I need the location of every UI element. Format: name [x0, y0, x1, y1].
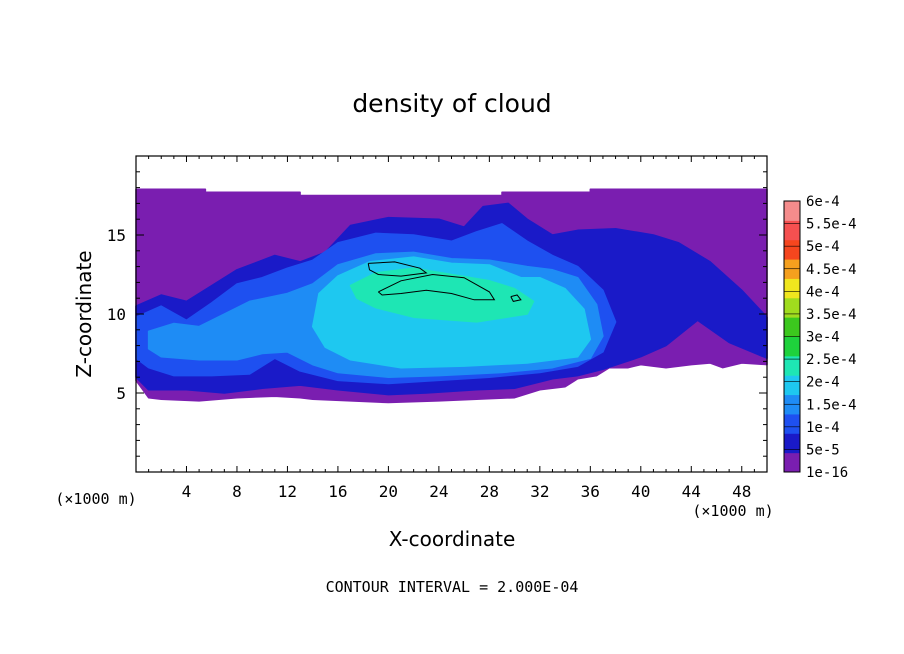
x-tick-label: 40 [631, 482, 650, 501]
colorbar-label: 1e-16 [806, 465, 848, 481]
x-tick-label: 24 [429, 482, 448, 501]
x-tick-label: 4 [182, 482, 192, 501]
colorbar-label: 4e-4 [806, 284, 840, 300]
y-tick-label: 10 [107, 305, 126, 324]
colorbar-swatch [784, 413, 800, 434]
contour-lines [367, 261, 522, 302]
x-tick-label: 48 [732, 482, 751, 501]
colorbar-label: 3e-4 [806, 330, 840, 346]
colorbar-swatch [784, 433, 800, 454]
colorbar-label: 1.5e-4 [806, 397, 857, 413]
x-unit-label-right: (×1000 m) [692, 502, 773, 520]
x-tick-label: 16 [328, 482, 347, 501]
x-tick-label: 12 [278, 482, 297, 501]
colorbar-swatch [784, 355, 800, 376]
colorbar: 1e-16 5e-5 1e-4 1.5e-4 2e-4 2.5e-4 3e-4 3.5e-4 4… [783, 194, 857, 481]
chart-title: density of cloud [352, 89, 551, 118]
colorbar-swatch [784, 297, 800, 318]
contour-line-2 [377, 273, 496, 301]
colorbar-swatch [784, 375, 800, 396]
colorbar-label: 2.5e-4 [806, 352, 857, 368]
y-tick-label: 5 [116, 384, 126, 403]
contour-line-3 [510, 294, 522, 302]
colorbar-label: 5e-4 [806, 239, 840, 255]
colorbar-swatch [784, 336, 800, 357]
x-tick-label: 28 [480, 482, 499, 501]
colorbar-label: 2e-4 [806, 375, 840, 391]
x-axis-label: X-coordinate [389, 527, 516, 551]
x-tick-label: 32 [530, 482, 549, 501]
contour-interval-footer: CONTOUR INTERVAL = 2.000E-04 [326, 578, 579, 596]
colorbar-swatch [784, 220, 800, 241]
colorbar-label: 5e-5 [806, 442, 840, 458]
colorbar-swatch [784, 201, 800, 221]
colorbar-label: 6e-4 [806, 194, 840, 210]
density-regions [135, 188, 768, 404]
y-axis-ticks: 5 10 15 [107, 171, 767, 457]
colorbar-swatch [784, 239, 800, 260]
colorbar-label: 4.5e-4 [806, 262, 857, 278]
contour-line-1 [367, 261, 428, 277]
x-tick-label: 44 [682, 482, 701, 501]
colorbar-swatch [784, 317, 800, 337]
colorbar-swatch [784, 278, 800, 299]
x-tick-label: 20 [379, 482, 398, 501]
colorbar-label: 1e-4 [806, 420, 840, 436]
x-tick-label: 8 [232, 482, 242, 501]
colorbar-label: 3.5e-4 [806, 307, 857, 323]
colorbar-label: 5.5e-4 [806, 217, 857, 233]
x-axis-ticks: 4 8 12 16 20 24 28 32 36 40 44 48 [148, 156, 755, 501]
x-unit-label-left: (×1000 m) [55, 490, 136, 508]
colorbar-swatch [784, 452, 800, 473]
y-axis-label: Z-coordinate [72, 250, 96, 377]
y-tick-label: 15 [107, 226, 126, 245]
density-region-2_5e-4 [349, 267, 535, 323]
x-tick-label: 36 [581, 482, 600, 501]
